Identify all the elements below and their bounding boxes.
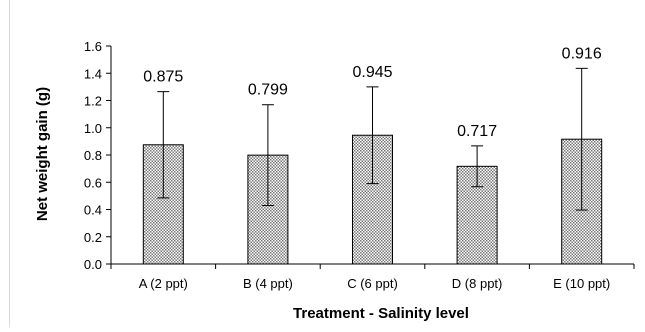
data-label: 0.916	[562, 45, 602, 62]
y-tick-label: 0.8	[84, 148, 102, 163]
y-tick-label: 0.0	[84, 257, 102, 272]
x-axis-title: Treatment - Salinity level	[293, 305, 469, 322]
x-tick-label: B (4 ppt)	[243, 276, 293, 291]
x-tick-label: E (10 ppt)	[553, 276, 610, 291]
x-tick-label: A (2 ppt)	[139, 276, 188, 291]
y-tick-label: 0.4	[84, 203, 102, 218]
data-label: 0.799	[248, 82, 288, 99]
y-tick-label: 1.0	[84, 121, 102, 136]
y-axis-title: Net weight gain (g)	[34, 87, 51, 221]
y-tick-label: 1.6	[84, 39, 102, 54]
y-tick-label: 1.4	[84, 66, 102, 81]
y-tick-label: 0.2	[84, 230, 102, 245]
data-label: 0.875	[143, 69, 183, 86]
data-label: 0.717	[457, 123, 497, 140]
y-tick-label: 0.6	[84, 175, 102, 190]
left-border-line	[9, 0, 10, 327]
y-tick-label: 1.2	[84, 94, 102, 109]
x-tick-label: C (6 ppt)	[347, 276, 398, 291]
data-label: 0.945	[352, 64, 392, 81]
x-tick-label: D (8 ppt)	[452, 276, 503, 291]
